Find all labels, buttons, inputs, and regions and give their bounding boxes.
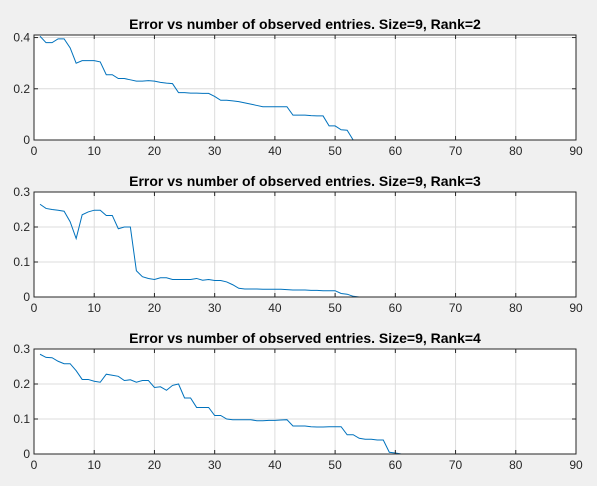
x-tick-label: 50 xyxy=(328,144,342,158)
x-tick-label: 30 xyxy=(208,458,222,472)
x-tick-label: 70 xyxy=(449,301,463,315)
x-tick-label: 30 xyxy=(208,144,222,158)
plot-area xyxy=(34,349,576,454)
x-tick-label: 60 xyxy=(389,301,403,315)
subplot-rank-4: Error vs number of observed entries. Siz… xyxy=(13,330,583,472)
y-tick-label: 0.3 xyxy=(13,185,30,199)
x-tick-label: 0 xyxy=(31,301,38,315)
x-tick-label: 90 xyxy=(569,458,583,472)
x-tick-label: 20 xyxy=(148,458,162,472)
y-tick-label: 0.2 xyxy=(13,82,30,96)
subplot-rank-3: Error vs number of observed entries. Siz… xyxy=(13,173,583,315)
y-tick-label: 0 xyxy=(23,133,30,147)
x-tick-label: 0 xyxy=(31,144,38,158)
y-tick-label: 0.1 xyxy=(13,412,30,426)
x-tick-label: 40 xyxy=(268,301,282,315)
axes-frame xyxy=(33,191,577,298)
chart-title: Error vs number of observed entries. Siz… xyxy=(129,173,481,189)
x-tick-label: 90 xyxy=(569,301,583,315)
subplot-rank-2: Error vs number of observed entries. Siz… xyxy=(13,16,583,158)
axes-frame xyxy=(33,348,577,455)
x-tick-label: 70 xyxy=(449,458,463,472)
x-tick-label: 50 xyxy=(328,458,342,472)
y-tick-label: 0.4 xyxy=(13,31,30,45)
y-tick-label: 0 xyxy=(23,290,30,304)
x-tick-label: 60 xyxy=(389,458,403,472)
x-tick-label: 10 xyxy=(88,458,102,472)
x-tick-label: 20 xyxy=(148,301,162,315)
y-tick-label: 0.2 xyxy=(13,377,30,391)
x-tick-label: 80 xyxy=(509,301,523,315)
x-tick-label: 50 xyxy=(328,301,342,315)
x-tick-label: 60 xyxy=(389,144,403,158)
x-tick-label: 10 xyxy=(88,301,102,315)
plot-area xyxy=(34,192,576,297)
x-tick-label: 90 xyxy=(569,144,583,158)
chart-title: Error vs number of observed entries. Siz… xyxy=(129,330,481,346)
x-tick-label: 30 xyxy=(208,301,222,315)
y-tick-label: 0.3 xyxy=(13,342,30,356)
x-tick-label: 10 xyxy=(88,144,102,158)
x-tick-label: 40 xyxy=(268,144,282,158)
x-tick-label: 0 xyxy=(31,458,38,472)
x-tick-label: 80 xyxy=(509,458,523,472)
x-tick-label: 40 xyxy=(268,458,282,472)
axes-frame xyxy=(33,34,577,141)
y-tick-label: 0.2 xyxy=(13,220,30,234)
x-tick-label: 80 xyxy=(509,144,523,158)
x-tick-label: 20 xyxy=(148,144,162,158)
plot-area xyxy=(34,35,576,140)
chart-title: Error vs number of observed entries. Siz… xyxy=(129,16,481,32)
y-tick-label: 0.1 xyxy=(13,255,30,269)
y-tick-label: 0 xyxy=(23,447,30,461)
x-tick-label: 70 xyxy=(449,144,463,158)
